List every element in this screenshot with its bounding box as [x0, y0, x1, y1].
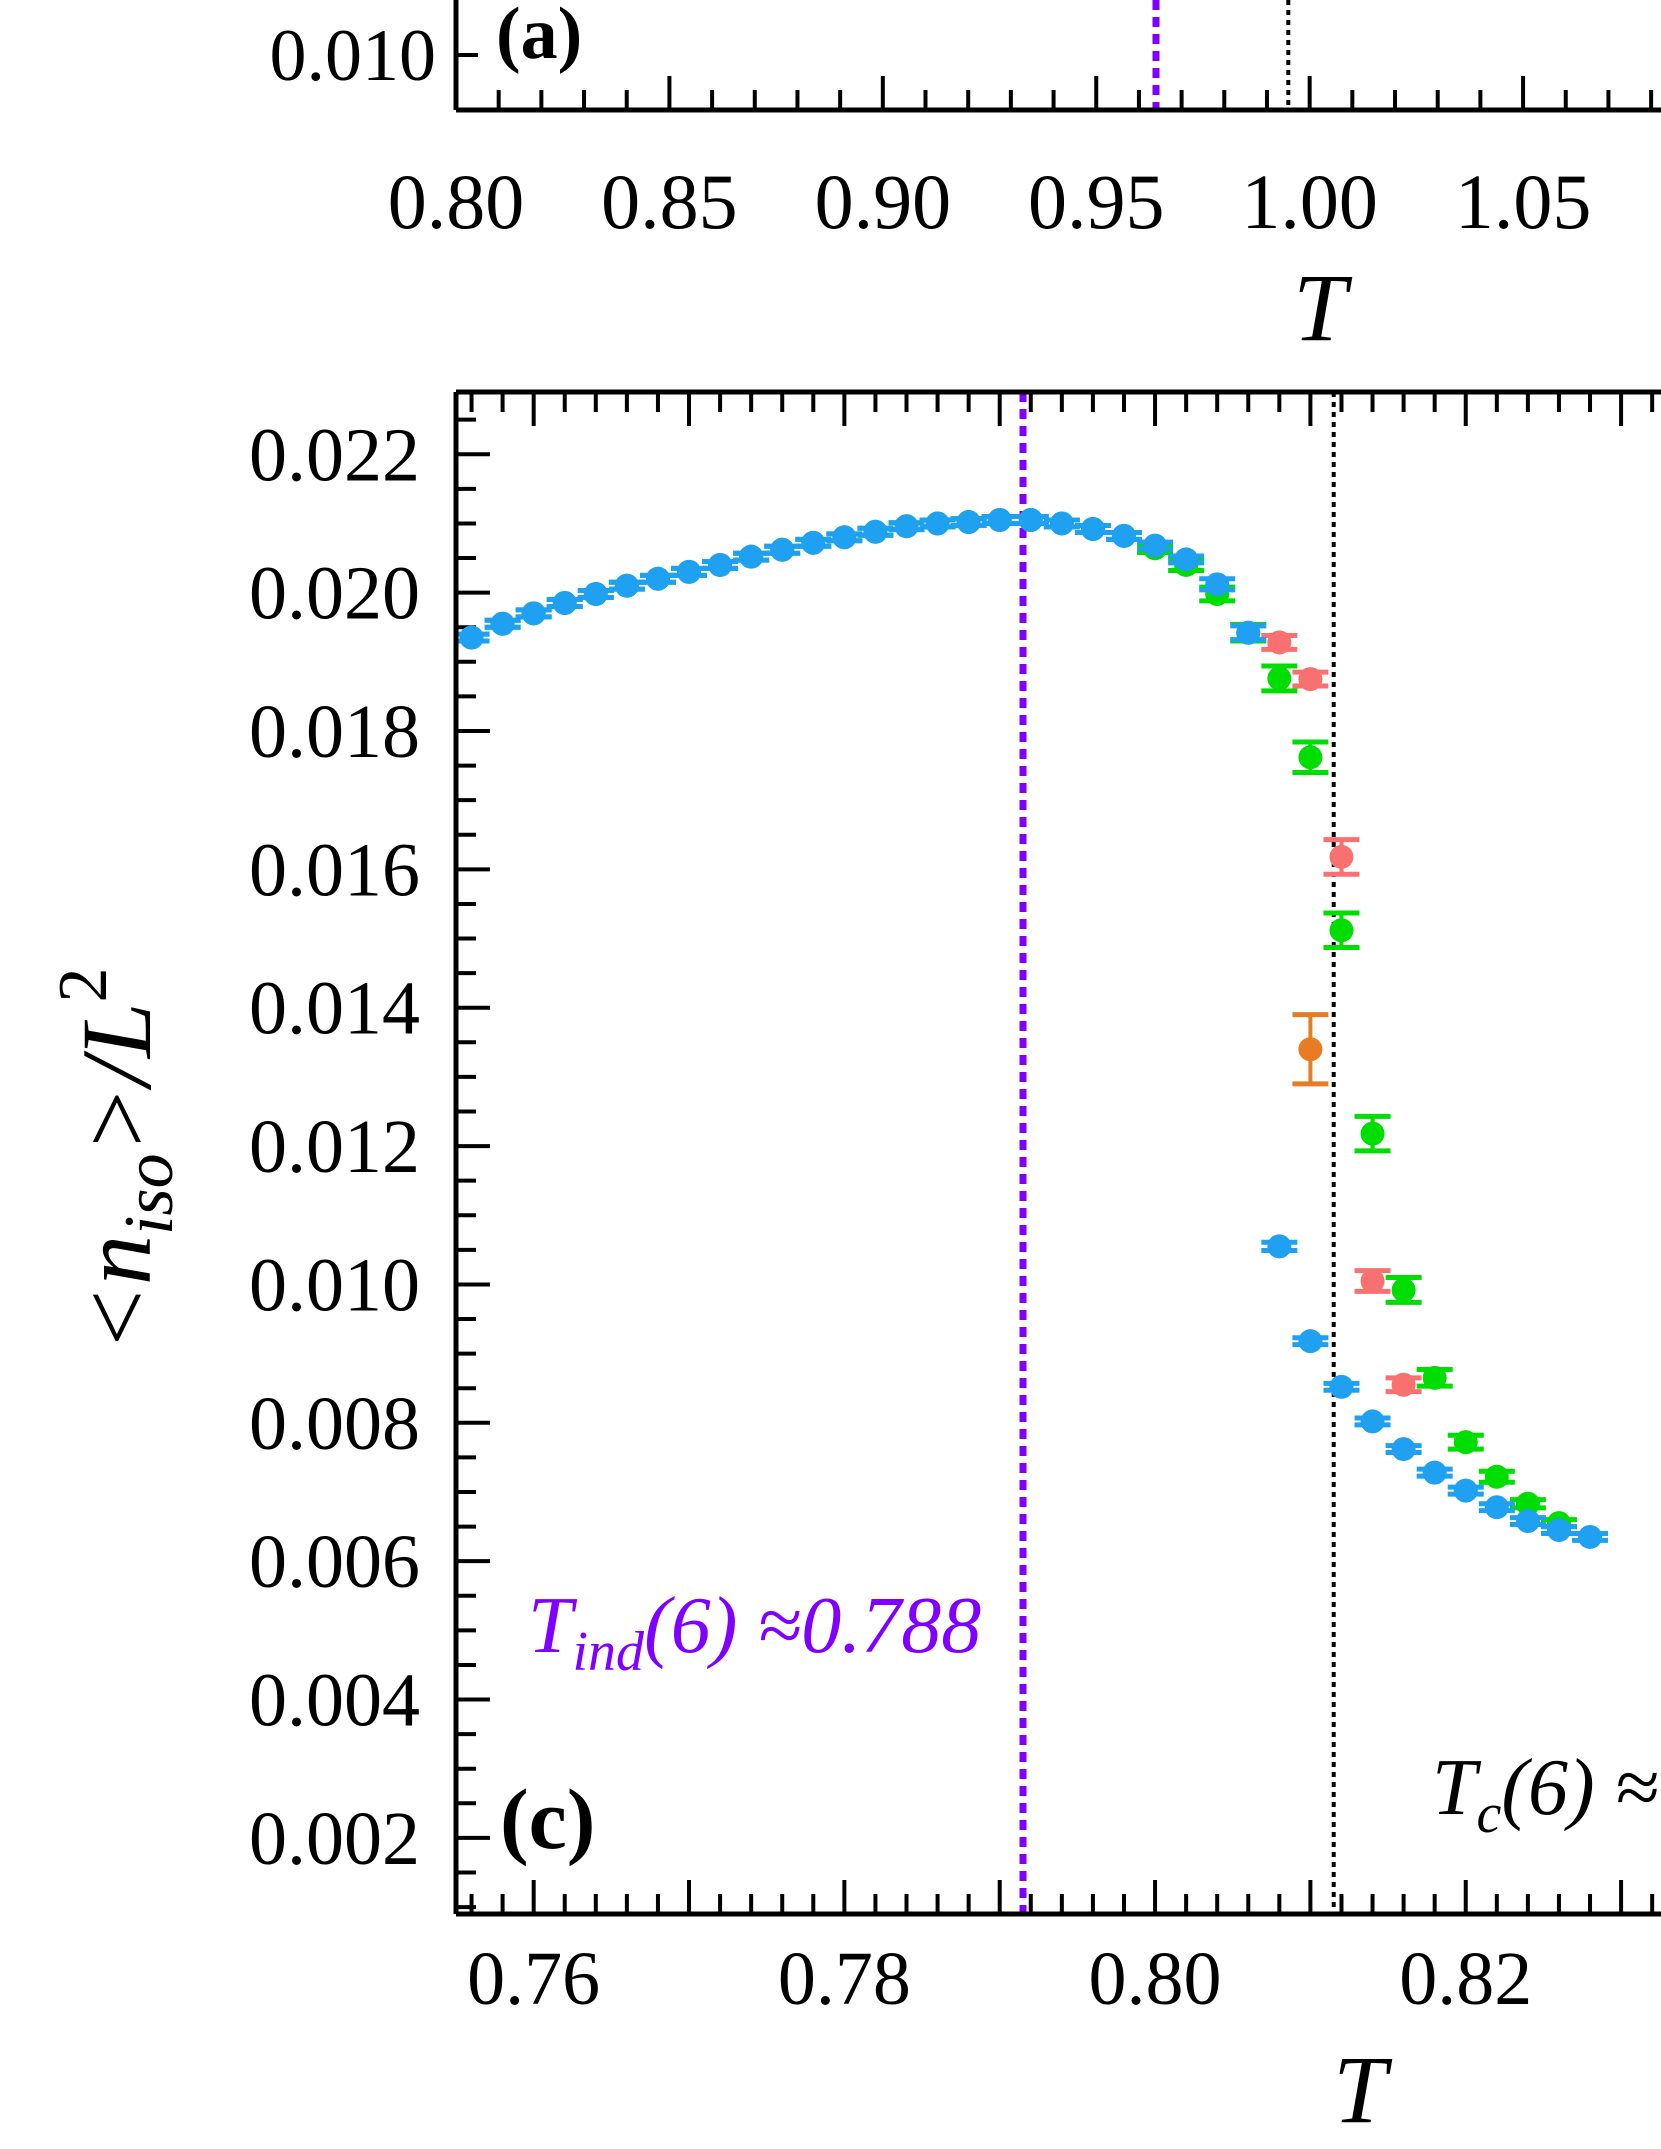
panel-a-x-tick-label: 0.80: [388, 158, 525, 245]
panel-c-x-tick-labels: 0.76 0.78 0.80 0.82: [467, 1937, 1532, 2021]
panel-c: 0.002 0.004 0.006 0.008 0.010 0.012 0.014 0.016…: [45, 389, 1661, 2143]
data-point: [1205, 572, 1230, 597]
panel-c-y-tick-label: 0.006: [249, 1520, 420, 1604]
data-point: [1515, 1509, 1540, 1534]
data-point: [1515, 1491, 1540, 1516]
panel-c-y-tick-label: 0.004: [249, 1659, 420, 1743]
data-point: [1267, 666, 1292, 691]
panel-c-x-tick-label: 0.78: [778, 1937, 911, 2021]
data-point: [1329, 918, 1354, 943]
panel-a-reference-lines: [1152, 0, 1291, 110]
data-point: [677, 559, 702, 584]
t-c-annotation: Tc(6) ≈: [1432, 1744, 1659, 1845]
panel-a-y-tick-label: 0.010: [270, 15, 437, 97]
data-point: [1360, 1268, 1385, 1293]
panel-a-x-axis-label: T: [1293, 254, 1353, 361]
panel-a-x-tick-label: 1.00: [1241, 158, 1378, 245]
panel-c-y-tick-label: 0.022: [249, 413, 420, 497]
data-point: [614, 573, 639, 598]
panel-c-x-tick-label: 0.76: [467, 1937, 600, 2021]
data-point: [1143, 533, 1168, 558]
panel-c-x-tick-label: 0.80: [1089, 1937, 1222, 2021]
series-2: [1292, 1012, 1329, 1087]
data-point: [1329, 844, 1354, 869]
data-point: [801, 530, 826, 555]
panel-a-ticks: [454, 53, 1654, 110]
data-point: [987, 507, 1012, 532]
data-point: [770, 537, 795, 562]
data-point: [1546, 1518, 1571, 1543]
data-point: [1391, 1437, 1416, 1462]
data-point: [1298, 1037, 1323, 1062]
panel-c-y-tick-label: 0.002: [249, 1797, 420, 1881]
panel-c-y-tick-label: 0.012: [249, 1105, 420, 1189]
data-point: [1298, 745, 1323, 770]
data-point: [1080, 516, 1105, 541]
data-point: [583, 582, 608, 607]
panel-c-y-tick-label: 0.020: [249, 552, 420, 636]
data-point: [1267, 630, 1292, 655]
panel-a-x-tick-label: 0.85: [601, 158, 738, 245]
panel-c-y-tick-label: 0.014: [249, 967, 420, 1051]
data-point: [521, 601, 546, 626]
data-point: [1360, 1121, 1385, 1146]
panel-a-label: (a): [496, 0, 582, 75]
data-point: [1360, 1409, 1385, 1434]
series-3: [453, 507, 1609, 1549]
panel-c-y-tick-labels: 0.002 0.004 0.006 0.008 0.010 0.012 0.014 0.016…: [249, 413, 420, 1881]
data-point: [832, 525, 857, 550]
panel-c-x-tick-label: 0.82: [1399, 1937, 1532, 2021]
panel-c-y-axis-label: <niso>/L2: [45, 967, 188, 1352]
t-ind-annotation: Tind(6) ≈0.788: [528, 1582, 981, 1683]
data-point: [459, 625, 484, 650]
data-point: [1174, 547, 1199, 572]
data-point: [1049, 511, 1074, 536]
data-point: [708, 552, 733, 577]
data-point: [1018, 507, 1043, 532]
panel-a: 0.010 (a) 0.80 0.85 0.90 0.95 1.00 1.05 T: [270, 0, 1661, 361]
data-point: [1329, 1374, 1354, 1399]
panel-c-y-tick-label: 0.008: [249, 1382, 420, 1466]
data-point: [1453, 1430, 1478, 1455]
data-point: [894, 514, 919, 539]
panel-c-y-tick-label: 0.016: [249, 828, 420, 912]
series-1: [1261, 630, 1422, 1397]
panel-a-x-tick-label: 0.90: [815, 158, 952, 245]
data-point: [1453, 1478, 1478, 1503]
data-point: [645, 566, 670, 591]
data-point: [1422, 1460, 1447, 1485]
panel-c-reference-lines: [1019, 392, 1336, 1914]
data-point: [1298, 667, 1323, 692]
data-point: [956, 510, 981, 535]
data-point: [863, 519, 888, 544]
panel-a-x-tick-label: 1.05: [1455, 158, 1592, 245]
data-point: [1111, 523, 1136, 548]
panel-c-y-tick-label: 0.010: [249, 1243, 420, 1327]
panel-c-y-tick-label: 0.018: [249, 690, 420, 774]
data-point: [552, 591, 577, 616]
data-point: [1578, 1524, 1603, 1549]
panel-c-label: (c): [500, 1771, 595, 1867]
data-point: [1391, 1372, 1416, 1397]
data-point: [1236, 620, 1261, 645]
panel-c-data-points: [453, 507, 1609, 1549]
data-point: [1422, 1365, 1447, 1390]
panel-c-x-axis-label: T: [1333, 2036, 1393, 2143]
data-point: [1267, 1234, 1292, 1259]
panel-a-x-tick-label: 0.95: [1028, 158, 1165, 245]
data-point: [1484, 1464, 1509, 1489]
data-point: [925, 511, 950, 536]
data-point: [1391, 1277, 1416, 1302]
data-point: [739, 544, 764, 569]
data-point: [490, 611, 515, 636]
data-point: [1484, 1495, 1509, 1520]
data-point: [1298, 1329, 1323, 1354]
panel-c-ticks: [456, 392, 1655, 1914]
panel-a-x-tick-labels: 0.80 0.85 0.90 0.95 1.00 1.05: [388, 158, 1592, 245]
